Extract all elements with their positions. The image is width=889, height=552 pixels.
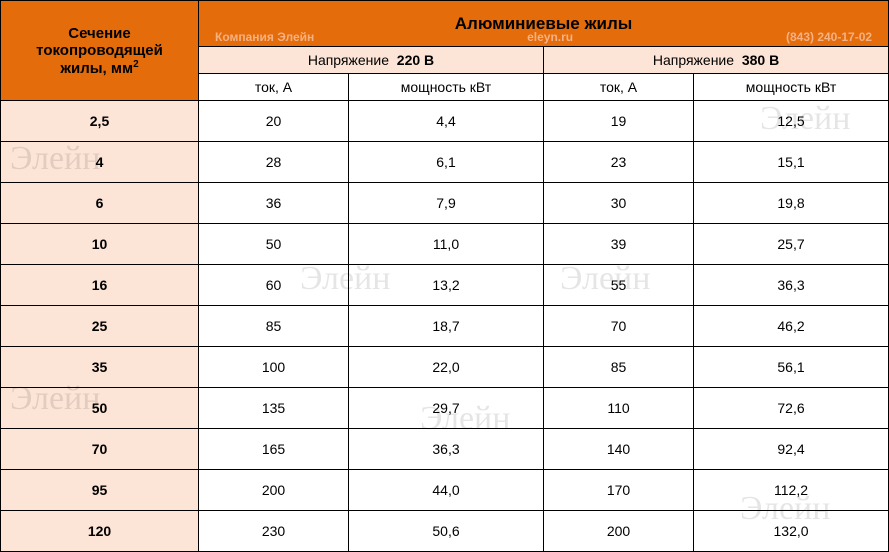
cell-p380: 56,1: [694, 347, 889, 388]
cell-section: 35: [1, 347, 199, 388]
cell-i220: 60: [199, 265, 349, 306]
table-container: { "header": { "section_title_l1": "Сечен…: [0, 0, 889, 552]
col-power-380: мощность кВт: [694, 74, 889, 101]
cell-i220: 100: [199, 347, 349, 388]
cell-section: 6: [1, 183, 199, 224]
table-row: 5013529,711072,6: [1, 388, 889, 429]
cell-i380: 170: [544, 470, 694, 511]
col-current-220: ток, А: [199, 74, 349, 101]
table-row: 9520044,0170112,2: [1, 470, 889, 511]
cell-p380: 92,4: [694, 429, 889, 470]
cell-i380: 110: [544, 388, 694, 429]
cell-p220: 22,0: [349, 347, 544, 388]
cell-i380: 70: [544, 306, 694, 347]
cell-i380: 19: [544, 101, 694, 142]
cell-p220: 36,3: [349, 429, 544, 470]
voltage-380-label: Напряжение: [653, 52, 734, 68]
cell-p380: 12,5: [694, 101, 889, 142]
table-row: 105011,03925,7: [1, 224, 889, 265]
header-section-l2: токопроводящей: [36, 42, 163, 59]
cell-p220: 29,7: [349, 388, 544, 429]
cell-i380: 200: [544, 511, 694, 552]
cell-i380: 23: [544, 142, 694, 183]
cell-i380: 39: [544, 224, 694, 265]
cell-p380: 15,1: [694, 142, 889, 183]
cell-section: 4: [1, 142, 199, 183]
cell-i380: 85: [544, 347, 694, 388]
table-body: 2,5204,41912,54286,12315,16367,93019,810…: [1, 101, 889, 552]
cell-i220: 165: [199, 429, 349, 470]
table-row: 166013,25536,3: [1, 265, 889, 306]
cell-section: 2,5: [1, 101, 199, 142]
table-row: 6367,93019,8: [1, 183, 889, 224]
watermark-phone: (843) 240-17-02: [786, 30, 872, 44]
header-section-sup: 2: [133, 59, 139, 70]
cell-i220: 85: [199, 306, 349, 347]
cell-i220: 20: [199, 101, 349, 142]
voltage-380-value: 380 В: [742, 52, 779, 68]
cell-p380: 72,6: [694, 388, 889, 429]
header-section: Сечение токопроводящей жилы, мм2: [1, 1, 199, 101]
cell-i220: 200: [199, 470, 349, 511]
cell-section: 25: [1, 306, 199, 347]
table-row: 4286,12315,1: [1, 142, 889, 183]
header-material-title: Алюминиевые жилы: [455, 14, 633, 33]
col-current-380: ток, А: [544, 74, 694, 101]
wire-table: Сечение токопроводящей жилы, мм2 Алюмини…: [0, 0, 889, 552]
cell-section: 16: [1, 265, 199, 306]
table-row: 12023050,6200132,0: [1, 511, 889, 552]
cell-section: 120: [1, 511, 199, 552]
cell-i220: 36: [199, 183, 349, 224]
cell-i380: 30: [544, 183, 694, 224]
cell-p380: 36,3: [694, 265, 889, 306]
table-row: 258518,77046,2: [1, 306, 889, 347]
table-row: 7016536,314092,4: [1, 429, 889, 470]
header-material: Алюминиевые жилы Компания Элейн eleyn.ru…: [199, 1, 889, 47]
table-row: 3510022,08556,1: [1, 347, 889, 388]
cell-p220: 50,6: [349, 511, 544, 552]
table-row: 2,5204,41912,5: [1, 101, 889, 142]
cell-section: 50: [1, 388, 199, 429]
cell-i380: 55: [544, 265, 694, 306]
header-section-l1: Сечение: [68, 25, 130, 42]
cell-section: 70: [1, 429, 199, 470]
cell-i220: 230: [199, 511, 349, 552]
cell-i380: 140: [544, 429, 694, 470]
cell-i220: 28: [199, 142, 349, 183]
cell-p220: 6,1: [349, 142, 544, 183]
cell-p220: 18,7: [349, 306, 544, 347]
cell-p380: 46,2: [694, 306, 889, 347]
col-power-220: мощность кВт: [349, 74, 544, 101]
cell-section: 95: [1, 470, 199, 511]
watermark-company: Компания Элейн: [215, 30, 314, 44]
cell-p220: 11,0: [349, 224, 544, 265]
cell-p380: 19,8: [694, 183, 889, 224]
header-section-l3: жилы, мм: [60, 60, 133, 77]
cell-section: 10: [1, 224, 199, 265]
header-voltage-380: Напряжение 380 В: [544, 47, 889, 74]
cell-i220: 50: [199, 224, 349, 265]
cell-p220: 7,9: [349, 183, 544, 224]
cell-p380: 25,7: [694, 224, 889, 265]
header-voltage-220: Напряжение 220 В: [199, 47, 544, 74]
cell-p220: 44,0: [349, 470, 544, 511]
cell-p220: 13,2: [349, 265, 544, 306]
voltage-220-label: Напряжение: [308, 52, 389, 68]
voltage-220-value: 220 В: [397, 52, 434, 68]
cell-p220: 4,4: [349, 101, 544, 142]
cell-p380: 112,2: [694, 470, 889, 511]
cell-i220: 135: [199, 388, 349, 429]
cell-p380: 132,0: [694, 511, 889, 552]
